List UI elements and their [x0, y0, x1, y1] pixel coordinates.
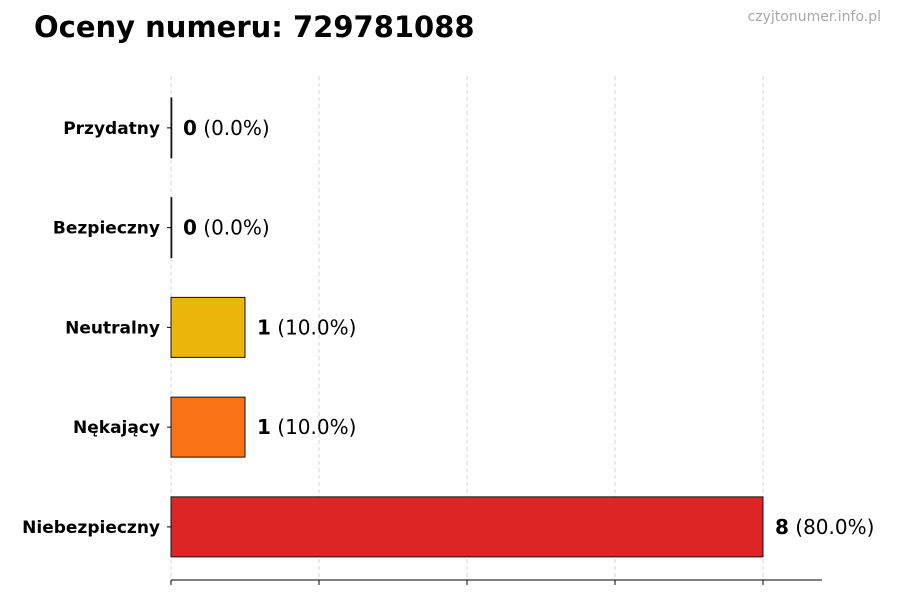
- value-label-n-kaj-cy: 1 (10.0%): [257, 415, 356, 439]
- value-label-bezpieczny: 0 (0.0%): [183, 216, 270, 240]
- chart-title: Oceny numeru: 729781088: [34, 10, 475, 44]
- bar-bezpieczny: [170, 197, 173, 259]
- value-label-neutralny: 1 (10.0%): [257, 315, 356, 339]
- watermark: czyjtonumer.info.pl: [747, 9, 881, 25]
- category-label-niebezpieczny: Niebezpieczny: [22, 518, 160, 538]
- category-label-neutralny: Neutralny: [65, 318, 160, 338]
- bar-przydatny: [170, 97, 173, 159]
- category-label-bezpieczny: Bezpieczny: [53, 219, 160, 239]
- value-label-niebezpieczny: 8 (80.0%): [775, 515, 874, 539]
- category-label-przydatny: Przydatny: [63, 119, 160, 139]
- bar-n-kaj-cy: [170, 396, 246, 458]
- value-label-przydatny: 0 (0.0%): [183, 116, 270, 140]
- bar-neutralny: [170, 296, 246, 358]
- bar-niebezpieczny: [170, 496, 764, 558]
- category-label-n-kaj-cy: Nękający: [73, 418, 160, 438]
